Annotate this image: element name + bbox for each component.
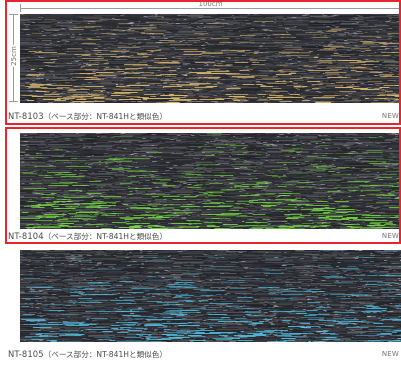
sample-code: NT-8103 [8,111,44,121]
new-badge: NEW [381,112,399,120]
width-dimension-label: 100cm [195,0,226,8]
carpet-swatch-nt-8105[interactable] [20,250,401,342]
height-dimension-marker: 25cm [9,14,19,102]
sample-caption: NT-8103（ベース部分：NT-841Hと類似色） NEW [8,111,401,122]
sample-caption: NT-8105（ベース部分：NT-841Hと類似色） NEW [8,349,401,360]
sample-code: NT-8105 [8,349,44,359]
width-dimension-marker: 100cm [20,0,401,13]
sample-code: NT-8104 [8,231,44,241]
swatch-texture [20,133,401,229]
width-dimension-line [20,8,401,9]
swatch-texture [20,250,401,342]
sample-detail: （ベース部分：NT-841Hと類似色） [43,112,167,121]
width-dimension-label-wrap: 100cm [20,0,401,8]
swatch-texture [20,14,401,103]
width-dimension-tick-left [20,4,21,12]
sample-detail: （ベース部分：NT-841Hと類似色） [43,350,167,359]
carpet-swatch-nt-8104[interactable] [20,133,401,229]
sample-caption: NT-8104（ベース部分：NT-841Hと類似色） NEW [8,231,401,242]
sample-detail: （ベース部分：NT-841Hと類似色） [43,232,167,241]
height-dimension-tick-top [9,14,18,15]
new-badge: NEW [381,232,399,240]
height-dimension-label: 25cm [9,45,18,67]
carpet-swatch-nt-8103[interactable] [20,14,401,103]
height-dimension-tick-bottom [9,101,18,102]
new-badge: NEW [381,350,399,358]
